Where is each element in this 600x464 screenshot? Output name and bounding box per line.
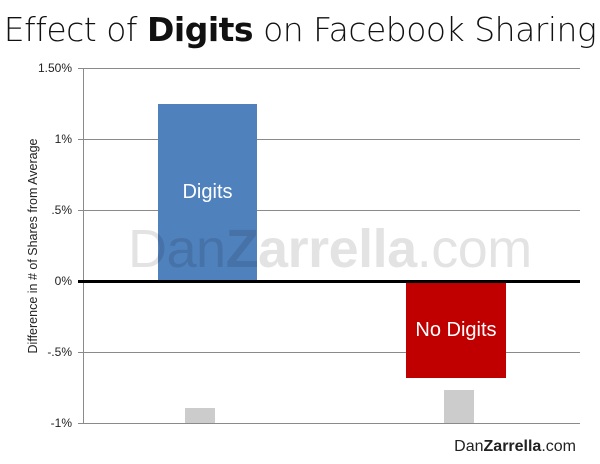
y-tick: -.5% (47, 345, 72, 359)
credit-part: .com (541, 438, 576, 455)
title-suffix: on Facebook Sharing (253, 10, 597, 49)
gridline (78, 68, 580, 69)
bar-no-digits: No Digits (406, 282, 506, 378)
gridline (78, 352, 580, 353)
gray-bar-no-digits (444, 390, 474, 423)
title-prefix: Effect of (3, 10, 148, 49)
y-axis-label: Difference in # of Shares from Average (26, 138, 40, 354)
watermark-part: .com (416, 219, 533, 279)
credit-part: Dan (454, 438, 484, 455)
y-tick: 1.50% (37, 61, 72, 75)
title-bold: Digits (147, 10, 254, 49)
bar-label-no-digits: No Digits (415, 318, 497, 341)
y-tick: .5% (51, 203, 72, 217)
y-tick: 0% (54, 274, 72, 288)
gridline (78, 139, 580, 140)
bar-digits: Digits (158, 104, 257, 281)
gridline (78, 423, 580, 424)
bar-label-digits: Digits (182, 181, 233, 203)
y-tick: 1% (54, 132, 72, 146)
gridline (78, 210, 580, 211)
credit-part: Zarrella (483, 438, 542, 455)
credit-link: DanZarrella.com (454, 438, 576, 456)
chart-title: Effect of Digits on Facebook Sharing (0, 10, 600, 49)
gray-bar-digits (185, 408, 215, 423)
y-axis (83, 68, 84, 424)
zero-baseline (78, 280, 580, 283)
y-tick: -1% (50, 416, 72, 430)
